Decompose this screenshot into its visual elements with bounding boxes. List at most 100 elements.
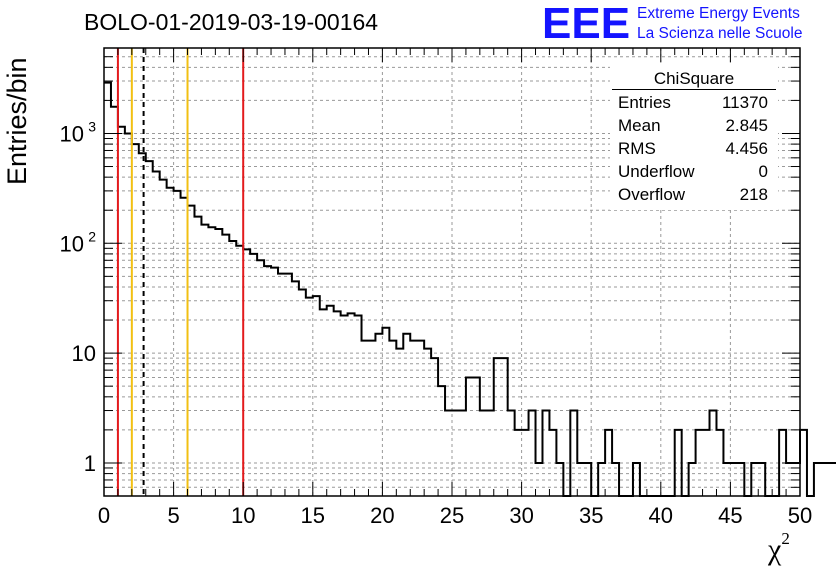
histogram-bin (501, 358, 508, 496)
x-tick-label: 10 (231, 503, 255, 528)
histogram-bin (689, 463, 696, 496)
histogram-bin (508, 411, 515, 496)
x-tick-label: 45 (718, 503, 742, 528)
histogram-bin (139, 153, 146, 496)
stats-label: Underflow (618, 162, 695, 181)
histogram-bin (368, 341, 375, 496)
histogram-bin (466, 377, 473, 496)
histogram-bin (313, 296, 320, 496)
x-axis-label: χ2 (768, 529, 790, 567)
stats-row-rms: RMS 4.456 (618, 139, 768, 161)
stats-box: ChiSquare Entries 11370 Mean 2.845 RMS 4… (610, 66, 778, 210)
histogram-bin (306, 298, 313, 496)
histogram-bin (821, 463, 828, 496)
histogram-bin (577, 463, 584, 496)
y-tick-label: 1 (84, 451, 96, 476)
stats-value: 2.845 (725, 116, 768, 135)
logo-mark: EEE (542, 0, 631, 48)
y-tick-label: 10 (60, 121, 84, 146)
stats-value: 218 (739, 185, 768, 204)
logo-line-1: Extreme Energy Events (637, 5, 800, 22)
histogram-bin (362, 341, 369, 496)
stats-row-entries: Entries 11370 (618, 93, 768, 115)
histogram-bin (264, 266, 271, 496)
histogram-bin (299, 289, 306, 496)
histogram-bin (389, 341, 396, 496)
histogram-bin (243, 249, 250, 496)
logo-line-2: La Scienza nelle Scuole (637, 25, 803, 42)
histogram-bin (194, 217, 201, 496)
histogram-bin (278, 274, 285, 496)
histogram-bin (800, 430, 807, 496)
histogram-bin (382, 328, 389, 496)
histogram-bin (723, 463, 730, 496)
histogram-bin (104, 83, 111, 496)
histogram-bin (737, 463, 744, 496)
histogram-bin (167, 188, 174, 496)
stats-row-mean: Mean 2.845 (618, 116, 768, 138)
histogram-bin (174, 191, 181, 496)
histogram-bin (215, 229, 222, 496)
stats-label: Overflow (618, 185, 686, 204)
histogram-bin (605, 430, 612, 496)
y-tick-label: 10 (60, 231, 84, 256)
stats-label: Entries (618, 93, 671, 112)
histogram-bin (410, 341, 417, 496)
x-tick-label: 5 (167, 503, 179, 528)
stats-row-overflow: Overflow 218 (618, 185, 768, 207)
histogram-bin (118, 127, 125, 496)
histogram-bin (716, 430, 723, 496)
x-tick-label: 25 (440, 503, 464, 528)
x-tick-label: 35 (579, 503, 603, 528)
histogram-bin (375, 334, 382, 496)
histogram-bin (584, 463, 591, 496)
x-axis-label-base: χ (768, 533, 782, 566)
stats-divider (612, 89, 776, 90)
histogram-bin (257, 260, 264, 496)
histogram-bin (445, 411, 452, 496)
stats-value: 11370 (721, 93, 768, 112)
histogram-bin (494, 358, 501, 496)
eee-logo: EEE Extreme Energy Events La Scienza nel… (542, 0, 832, 48)
histogram-bin (730, 463, 737, 496)
y-tick-label-exponent: 2 (88, 228, 96, 244)
stats-label: RMS (618, 139, 656, 158)
histogram-bin (549, 430, 556, 496)
histogram-bin (431, 358, 438, 496)
histogram-bin (188, 206, 195, 496)
histogram-bin (355, 316, 362, 496)
x-tick-label: 50 (788, 503, 812, 528)
histogram-bin (438, 386, 445, 496)
histogram-bin (536, 463, 543, 496)
x-tick-label: 40 (649, 503, 673, 528)
stats-label: Mean (618, 116, 661, 135)
histogram-bin (675, 430, 682, 496)
histogram-bin (814, 463, 821, 496)
histogram-bin (222, 235, 229, 496)
histogram-bin (250, 254, 257, 496)
histogram-bin (424, 349, 431, 496)
histogram-bin (348, 313, 355, 496)
stats-title: ChiSquare (653, 69, 735, 88)
histogram-bin (271, 268, 278, 496)
stats-value: 4.456 (725, 139, 768, 158)
histogram-bin (201, 225, 208, 496)
histogram-bin (751, 463, 758, 496)
histogram-bin (570, 411, 577, 496)
histogram-bin (341, 316, 348, 496)
histogram-bin (181, 198, 188, 496)
histogram-bin (515, 430, 522, 496)
x-axis-label-sup: 2 (781, 529, 790, 548)
histogram-bin (556, 463, 563, 496)
histogram-bin (487, 411, 494, 496)
histogram-bin (285, 274, 292, 496)
histogram-bin (417, 341, 424, 496)
histogram-bin (125, 133, 132, 496)
reference-lines (116, 48, 245, 496)
stats-row-underflow: Underflow 0 (618, 162, 768, 184)
chart-title: BOLO-01-2019-03-19-00164 (84, 9, 379, 35)
histogram-bin (522, 430, 529, 496)
histogram-bin (598, 463, 605, 496)
